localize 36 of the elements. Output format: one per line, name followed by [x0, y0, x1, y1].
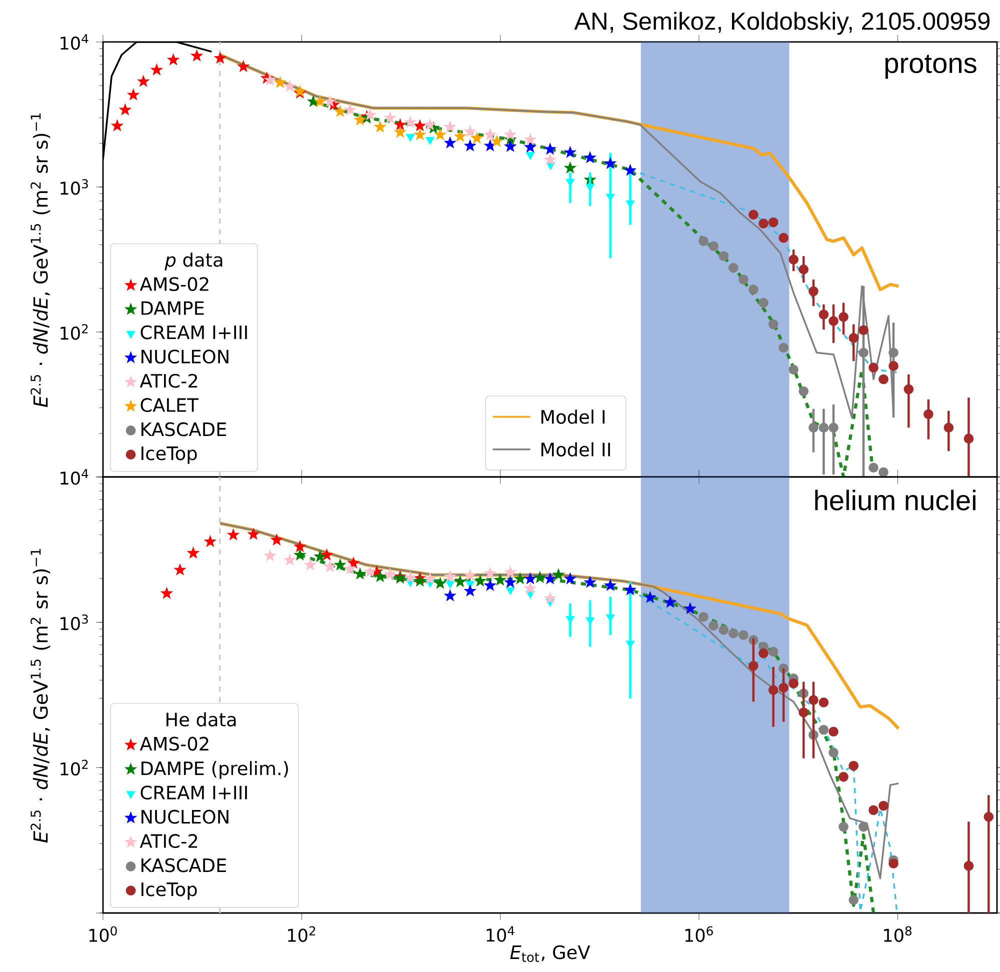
x-tick-label: 10$^{4}$ — [486, 926, 514, 942]
legend-label: NUCLEON — [142, 810, 228, 824]
legend-label: AMS-02 — [140, 277, 208, 292]
legend-label: NUCLEON — [142, 350, 228, 364]
x-axis-title: E$_{tot}$, GeV — [510, 945, 590, 962]
legend-title: He data — [166, 712, 236, 726]
x-tick-label: 10$^{6}$ — [685, 926, 713, 942]
x-tick-label: 10$^{0}$ — [89, 926, 117, 942]
y-tick-label: 10$^{3}$ — [60, 179, 88, 195]
legend-label: KASCADE — [142, 858, 226, 872]
legend-label: DAMPE (prelim.) — [142, 761, 288, 779]
legend-label: ATIC-2 — [140, 834, 198, 848]
text: E$^{2.5}$ · dN/dE, GeV$^{1.5}$ (m$^{2}$ sr s)$^{−1}$ — [30, 113, 50, 408]
chart-title: protons — [885, 54, 976, 79]
y-tick-label: 10$^{4}$ — [60, 469, 88, 485]
legend-label: IceTop — [142, 446, 197, 464]
y-tick-label: 10$^{3}$ — [60, 614, 88, 630]
legend-title: p data — [164, 252, 222, 270]
x-tick-label: 10$^{2}$ — [288, 926, 316, 942]
y-tick-label: 10$^{2}$ — [60, 760, 88, 776]
legend-label: CREAM I+III — [140, 325, 247, 340]
legend-label: ATIC-2 — [140, 374, 198, 388]
legend-label: CREAM I+III — [140, 786, 247, 800]
legend-label: Model I — [541, 410, 605, 424]
legend-label: CALET — [140, 398, 198, 412]
legend-label: DAMPE — [142, 301, 204, 315]
legend-label: IceTop — [142, 882, 197, 900]
y-tick-label: 10$^{2}$ — [60, 324, 88, 340]
legend-label: AMS-02 — [140, 736, 208, 751]
text: AN, Semikoz, Koldobskiy, 2105.00959 — [574, 12, 990, 35]
legend-label: KASCADE — [142, 422, 226, 436]
legend-label: Model II — [541, 442, 610, 456]
x-tick-label: 10$^{8}$ — [884, 926, 912, 942]
y-tick-label: 10$^{4}$ — [60, 34, 88, 50]
text: E$^{2.5}$ · dN/dE, GeV$^{1.5}$ (m$^{2}$ sr s)$^{−1}$ — [30, 548, 50, 843]
chart-title: helium nuclei — [815, 490, 976, 510]
